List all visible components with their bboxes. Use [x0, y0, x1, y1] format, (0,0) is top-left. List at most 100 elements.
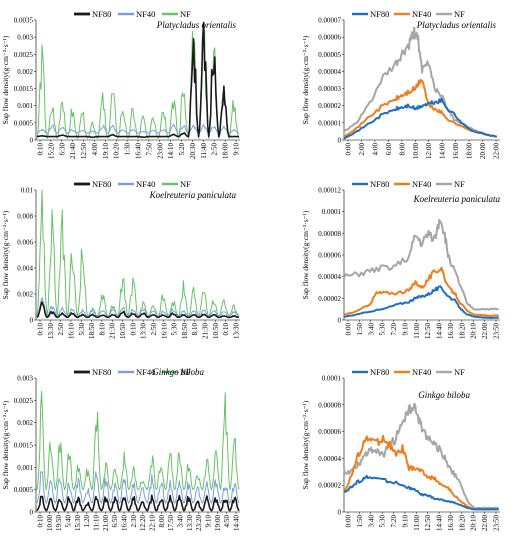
x-tick-label: 23:00: [156, 143, 164, 159]
x-tick-label: 23:50: [493, 515, 501, 531]
x-tick-label: 20:10: [470, 515, 478, 531]
x-tick-label: 10:00: [412, 143, 420, 159]
y-tick-label: 0.003: [17, 375, 33, 383]
x-tick-label: 18:20: [458, 323, 466, 339]
x-tick-label: 21:40: [69, 143, 77, 159]
y-tick-label: 0.00007: [318, 17, 341, 25]
x-tick-label: 18:00: [466, 143, 474, 159]
y-tick-label: 0.0035: [14, 17, 34, 25]
legend-label-nf80: NF80: [370, 367, 389, 377]
x-tick-label: 18:50: [181, 323, 189, 339]
x-tick-label: 7:20: [390, 323, 398, 336]
species-title: Ginkgo biloba: [418, 390, 470, 400]
y-tick-label: 0.00004: [318, 455, 341, 463]
legend-label-nf: NF: [454, 9, 465, 19]
x-tick-label: 19:10: [102, 143, 110, 159]
x-tick-label: 0:10: [37, 515, 45, 528]
species-title: Koelreuteria paniculata: [149, 190, 237, 200]
x-tick-label: 14:40: [436, 515, 444, 531]
x-tick-label: 6:50: [111, 515, 119, 528]
x-tick-label: 0:10: [37, 323, 45, 336]
y-tick-label: 0.00008: [318, 230, 341, 238]
series-line-nf40: [36, 471, 240, 504]
x-tick-label: 2:50: [150, 323, 158, 336]
x-tick-label: 9:10: [401, 323, 409, 336]
x-tick-label: 21:00: [102, 515, 110, 531]
legend-label-nf80: NF80: [370, 179, 389, 189]
series-line-nf: [343, 218, 499, 311]
x-tick-label: 3:40: [177, 515, 185, 528]
legend-label-nf: NF: [454, 179, 465, 189]
x-tick-label: 6:00: [385, 143, 393, 156]
x-tick-label: 10:20: [113, 143, 121, 159]
x-tick-label: 1:30: [124, 143, 132, 156]
x-tick-label: 1:50: [356, 515, 364, 528]
y-tick-label: 0.0005: [14, 119, 34, 127]
y-tick-label: 0.0001: [322, 375, 342, 383]
y-tick-label: 0.001: [17, 464, 33, 472]
series-line-nf80: [36, 494, 240, 512]
x-tick-label: 8:10: [98, 323, 106, 336]
x-tick-label: 1:20: [83, 515, 91, 528]
y-tick-label: 0.00006: [318, 428, 341, 436]
x-tick-label: 22:00: [493, 143, 501, 159]
legend-label-nf40: NF40: [412, 9, 431, 19]
y-axis-label: Sap flow density(g·cm⁻²·s⁻¹): [1, 35, 10, 124]
y-axis-label: Sap flow density(g·cm⁻²·s⁻¹): [301, 35, 310, 124]
x-tick-label: 13:30: [186, 515, 194, 531]
legend-label-nf40: NF40: [136, 179, 155, 189]
species-title: Platycladus orientalis: [416, 20, 497, 30]
y-tick-label: 0.001: [17, 102, 33, 110]
x-tick-label: 5:30: [78, 323, 86, 336]
x-tick-label: 19:50: [55, 515, 63, 531]
legend-label-nf40: NF40: [136, 9, 155, 19]
legend-label-nf80: NF80: [92, 9, 111, 19]
x-tick-label: 5:20: [178, 143, 186, 156]
x-tick-label: 0:00: [345, 515, 353, 528]
series-line-nf: [343, 402, 499, 510]
y-tick-label: 0.00002: [318, 102, 341, 110]
legend-label-nf: NF: [180, 367, 191, 377]
x-tick-label: 8:10: [191, 323, 199, 336]
x-tick-label: 16:30: [447, 323, 455, 339]
y-tick-label: 0.004: [17, 265, 33, 273]
x-tick-label: 10:00: [46, 515, 54, 531]
x-tick-label: 19:00: [214, 515, 222, 531]
x-tick-label: 12:50: [424, 515, 432, 531]
legend-label-nf40: NF40: [136, 367, 155, 377]
x-tick-label: 7:20: [390, 515, 398, 528]
x-tick-label: 20:10: [470, 323, 478, 339]
y-tick-label: 0.00006: [318, 252, 341, 260]
x-tick-label: 15:20: [47, 143, 55, 159]
x-tick-label: 0:10: [129, 323, 137, 336]
x-tick-label: 16:40: [121, 515, 129, 531]
x-tick-label: 3:40: [367, 323, 375, 336]
x-tick-label: 23:20: [195, 515, 203, 531]
x-tick-label: 22:00: [481, 323, 489, 339]
species-title: Ginkgo biloba: [152, 367, 204, 377]
x-tick-label: 23:50: [493, 323, 501, 339]
y-tick-label: 0.0025: [14, 51, 34, 59]
x-tick-label: 5:30: [171, 323, 179, 336]
x-tick-label: 11:00: [413, 323, 421, 339]
y-tick-label: 0: [30, 137, 34, 145]
chart-panel-right-top: 0 0.00001 0.00002 0.00003 0.00004 0.00005 0.00…: [301, 9, 501, 159]
y-tick-label: 0.0025: [14, 397, 34, 405]
y-tick-label: 0.002: [17, 68, 33, 76]
species-title: Platycladus orientalis: [156, 20, 237, 30]
x-tick-label: 12:20: [139, 515, 147, 531]
x-tick-label: 22:10: [149, 515, 157, 531]
x-tick-label: 12:50: [80, 143, 88, 159]
x-tick-label: 10:50: [212, 323, 220, 339]
series-line-nf40: [343, 78, 497, 138]
y-tick-label: 0.00001: [318, 119, 341, 127]
legend-label-nf: NF: [180, 9, 191, 19]
x-tick-label: 0:00: [345, 323, 353, 336]
x-tick-label: 21:30: [202, 323, 210, 339]
legend-label-nf: NF: [454, 367, 465, 377]
x-tick-label: 14:40: [233, 515, 241, 531]
x-tick-label: 0:00: [345, 143, 353, 156]
series-line-nf80: [36, 21, 239, 139]
